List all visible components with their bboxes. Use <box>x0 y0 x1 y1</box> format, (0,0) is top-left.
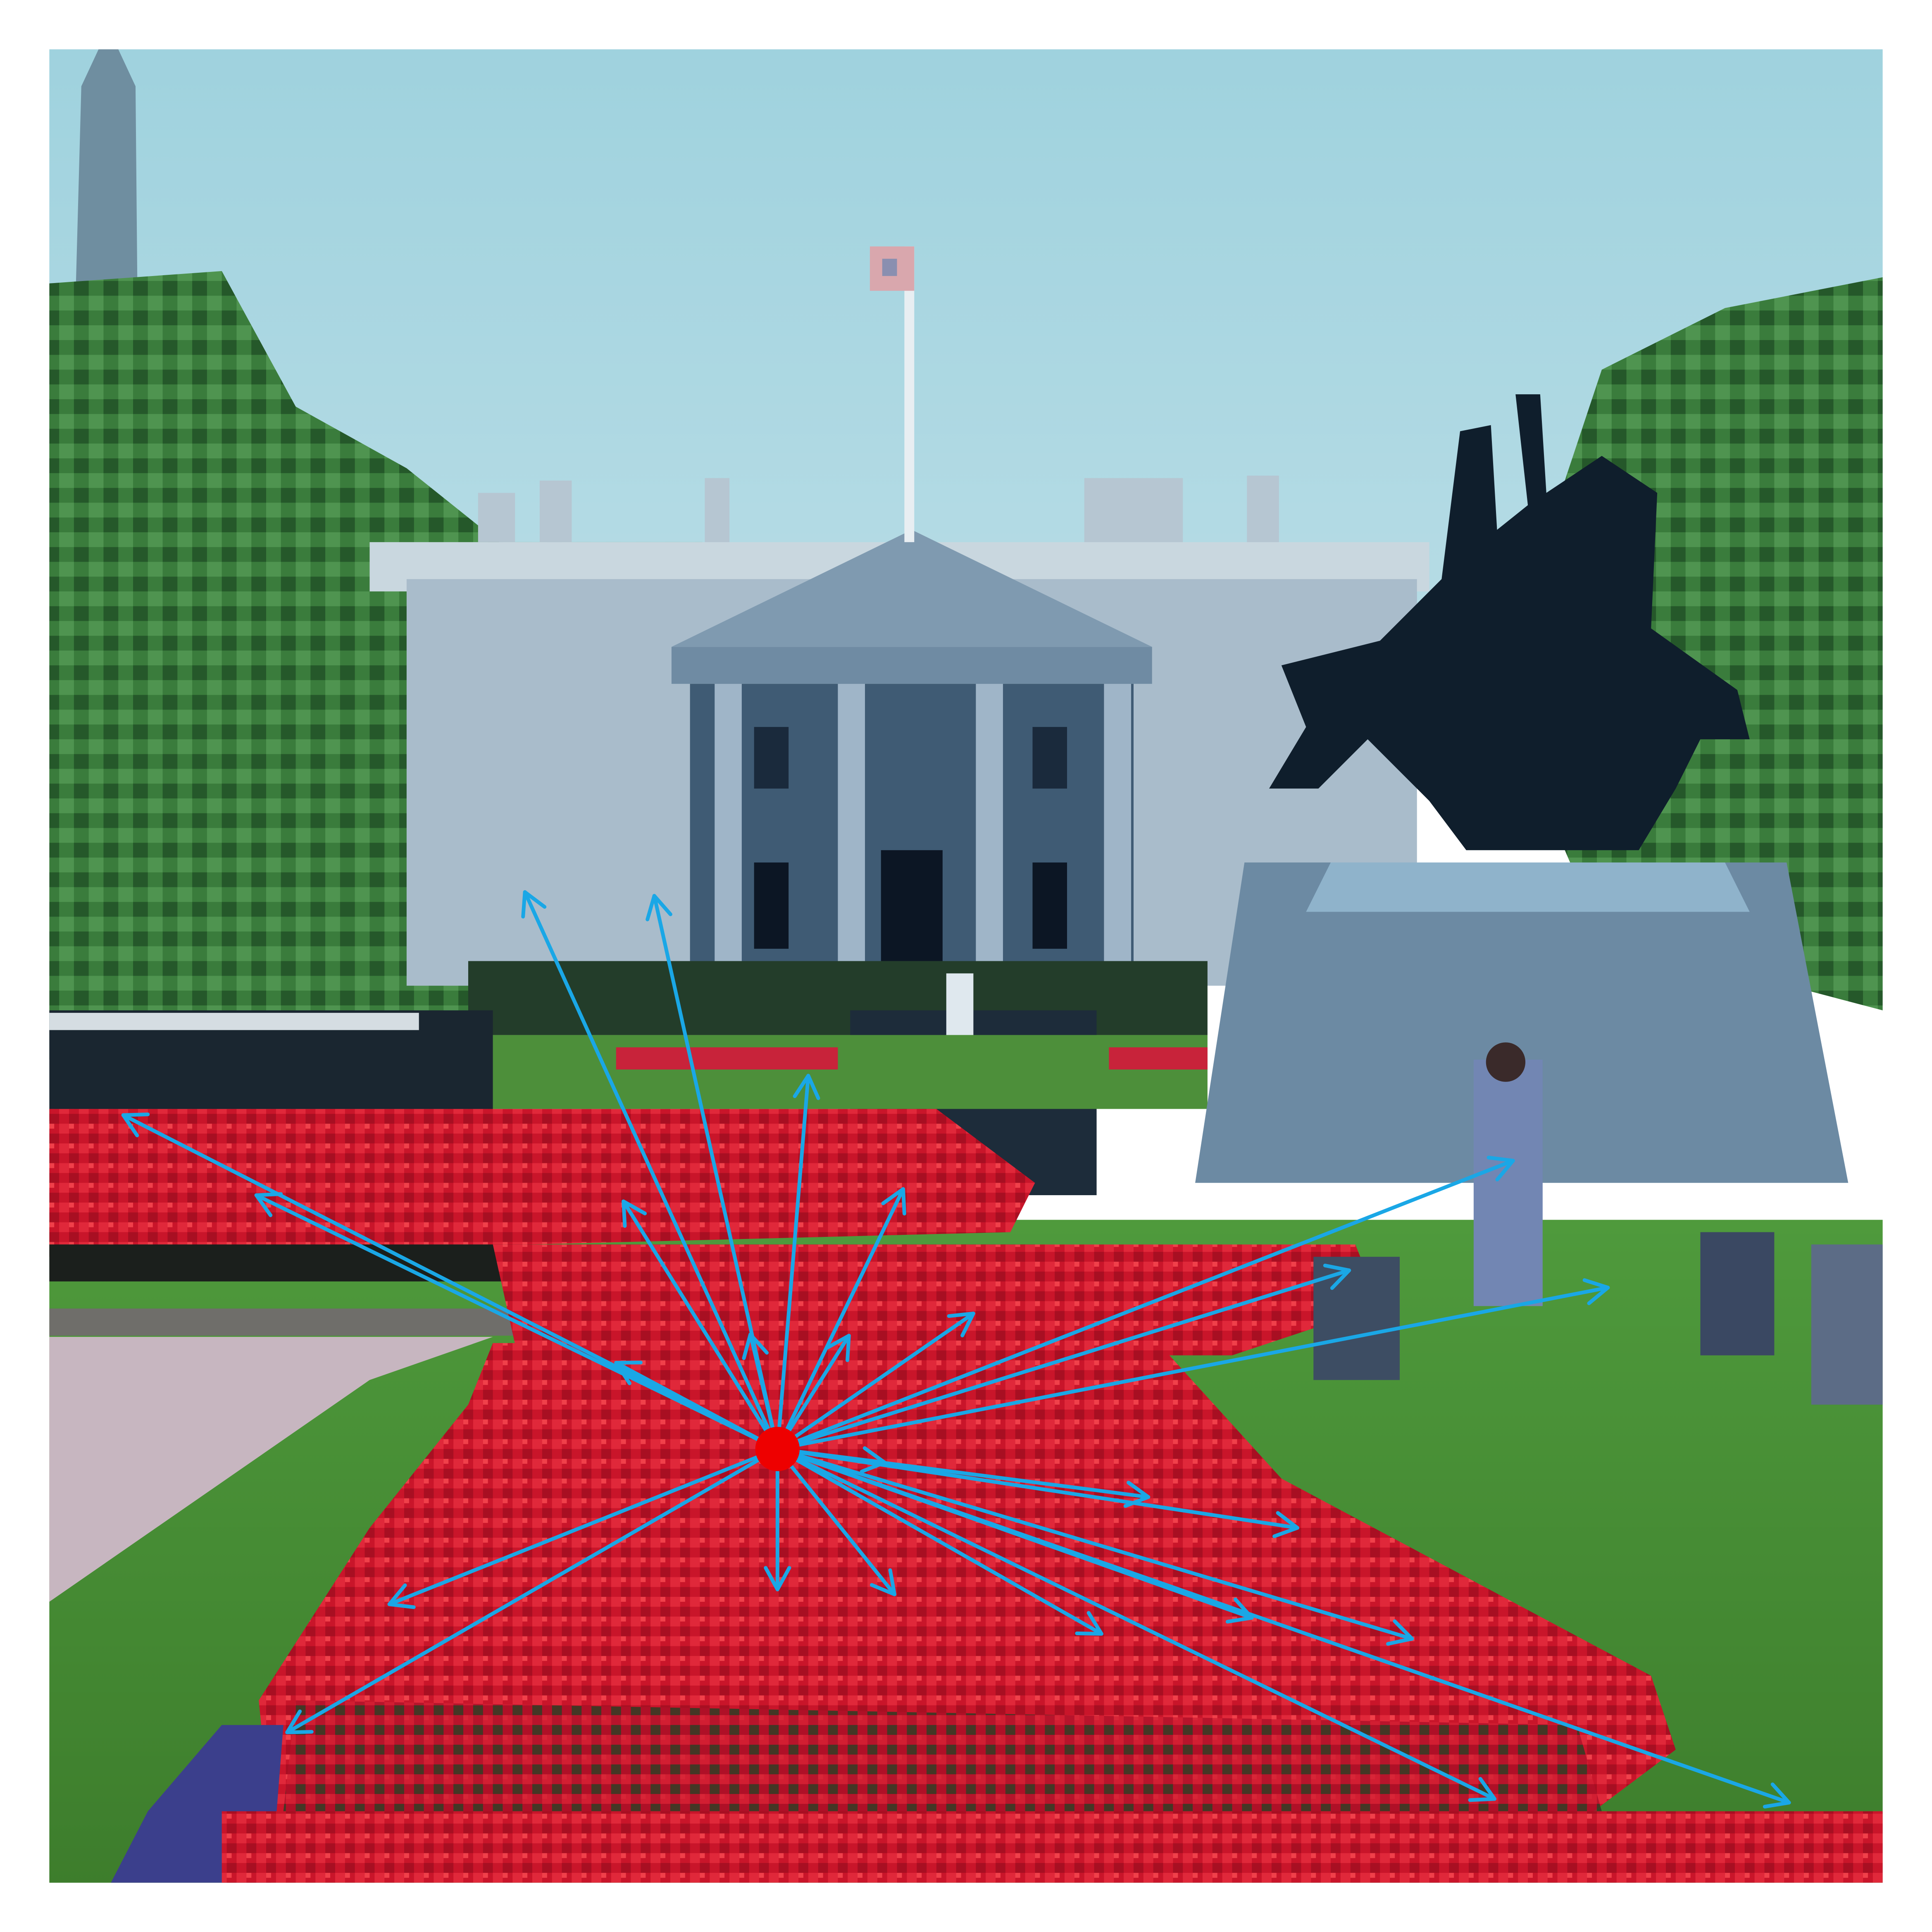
flow-arrows <box>121 890 1791 1809</box>
flow-arrow-shaft <box>775 1447 1414 1641</box>
back-lawn <box>468 1035 1208 1109</box>
flow-arrow-head <box>387 1583 416 1609</box>
flag-canton <box>882 259 897 276</box>
flow-arrow-head <box>254 1192 283 1217</box>
flow-arrow-head <box>1272 1511 1299 1538</box>
flow-arrow-shaft <box>775 1187 905 1451</box>
tulip-foliage <box>283 1700 1602 1811</box>
person-standing <box>1473 1060 1543 1306</box>
window-3 <box>754 862 789 949</box>
flow-arrow-shaft <box>387 1447 779 1606</box>
roof-chimney-3 <box>705 478 730 542</box>
flagpole <box>904 246 915 542</box>
walking-path <box>49 1336 493 1602</box>
flow-arrow-shaft <box>775 1268 1351 1451</box>
roof-chimney-5 <box>1247 475 1279 542</box>
window-4 <box>1032 862 1067 949</box>
flow-arrow-shaft <box>523 890 779 1451</box>
column-1 <box>715 684 742 986</box>
flow-arrow-shaft <box>775 1159 1515 1451</box>
flow-arrow-shaft <box>285 1447 779 1734</box>
roof-chimney-1 <box>478 493 515 542</box>
tulip-band-back <box>49 1109 1035 1257</box>
origin-point-marker <box>755 1427 800 1471</box>
flow-arrow-shaft <box>775 1074 810 1451</box>
equestrian-statue <box>1269 394 1750 850</box>
flow-arrow-shaft <box>622 1199 779 1451</box>
flow-arrow-head <box>947 1311 975 1338</box>
flow-arrow-shaft <box>775 1334 851 1451</box>
flow-arrow-head <box>121 1113 150 1137</box>
flow-arrow-shaft <box>775 1286 1610 1451</box>
left-bench-top <box>49 1012 419 1030</box>
statue-pedestal <box>1195 862 1849 1183</box>
flow-arrow-head <box>1487 1155 1515 1182</box>
column-2 <box>838 684 865 986</box>
column-3 <box>976 684 1003 986</box>
flow-arrow-shaft <box>775 1447 1497 1801</box>
flow-arrow-head <box>1468 1777 1497 1802</box>
flow-arrow-head <box>764 1566 791 1591</box>
flow-arrow-head <box>1323 1263 1351 1290</box>
flow-arrow-head <box>1225 1597 1254 1624</box>
person-sitting-2 <box>1700 1232 1775 1355</box>
flow-arrow-head <box>870 1568 897 1596</box>
person-sitting-1 <box>1313 1257 1400 1380</box>
back-flowerline <box>616 1047 838 1070</box>
flow-arrow-head <box>622 1199 647 1228</box>
flow-arrow-shaft <box>614 1361 779 1451</box>
flow-arrow-shaft <box>775 1311 975 1451</box>
flow-arrow-shaft <box>775 1447 1791 1805</box>
door <box>881 850 943 961</box>
roof-chimney-4 <box>1084 478 1183 542</box>
tulip-bed-top <box>493 1244 1380 1355</box>
tulip-row-front <box>222 1811 1883 1883</box>
flow-arrow-shaft <box>775 1447 1299 1530</box>
roof-chimney-2 <box>539 480 572 542</box>
path-edge <box>49 1308 518 1336</box>
flow-arrow-head <box>614 1360 643 1385</box>
flow-arrow-head <box>521 890 547 919</box>
flow-arrow-head <box>285 1709 314 1734</box>
person-standing-head <box>1486 1042 1526 1082</box>
flow-arrow-head <box>646 894 672 922</box>
portico-entablature <box>671 647 1152 684</box>
column-4 <box>1104 684 1132 986</box>
portico-pediment <box>671 530 1152 647</box>
person-sitting-3 <box>1811 1244 1883 1405</box>
flow-arrow-shaft <box>775 1447 1103 1636</box>
flow-arrow-head <box>742 1332 769 1360</box>
tulip-bed-main <box>259 1343 1676 1824</box>
flow-arrow-head <box>793 1074 820 1100</box>
flow-arrow-head <box>1075 1611 1103 1636</box>
flow-arrow-head <box>881 1187 906 1216</box>
pedestal-highlight <box>1306 862 1750 912</box>
flow-arrow-head <box>1386 1619 1414 1646</box>
window-1 <box>754 727 789 789</box>
back-flowerline-2 <box>1109 1047 1208 1070</box>
flow-arrow-head <box>1582 1278 1610 1305</box>
photo <box>49 49 1883 1883</box>
flow-arrow-shaft <box>254 1193 779 1451</box>
flow-arrow-shaft <box>775 1447 897 1596</box>
flow-arrow-shaft <box>121 1113 779 1451</box>
window-2 <box>1032 727 1067 789</box>
flow-arrow-head <box>825 1334 851 1362</box>
flow-arrow-head <box>1763 1782 1791 1809</box>
